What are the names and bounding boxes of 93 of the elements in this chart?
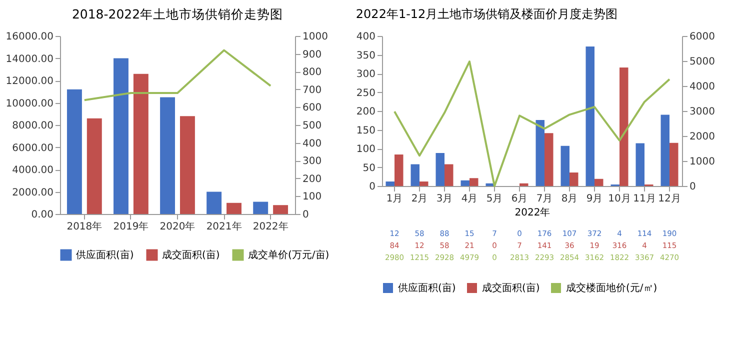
y2-tick-label: 900 — [302, 49, 322, 60]
bar — [394, 154, 404, 186]
y-tick-label: 0.00 — [31, 210, 54, 220]
y-tick-label: 6000.00 — [12, 142, 54, 154]
legend-label: 供应面积(亩) — [76, 249, 134, 261]
y2-tick-label: 700 — [302, 84, 322, 96]
y-tick-label: 2000.00 — [12, 187, 54, 198]
bar — [620, 68, 628, 186]
y-tick-label: 200 — [356, 106, 376, 118]
y2-tick-label: 3000 — [690, 106, 715, 118]
bar — [470, 178, 478, 186]
legend-label: 成交单价(万元/亩) — [248, 249, 330, 261]
bar — [670, 142, 678, 186]
x-tick-label: 2月 — [411, 194, 428, 204]
y-tick-label: 8000.00 — [12, 120, 54, 132]
y-tick-label: 4000.00 — [12, 165, 54, 176]
y-tick-label: 150 — [356, 125, 376, 136]
bar — [660, 114, 670, 186]
x-tick-label: 11月 — [633, 194, 656, 204]
bar — [560, 146, 570, 186]
y-tick-label: 14000.00 — [6, 54, 54, 65]
legend-label: 成交楼面地价(元/㎡) — [566, 282, 658, 294]
bar — [536, 120, 544, 186]
y2-tick-label: 6000 — [690, 32, 715, 42]
y-tick-label: 0 — [369, 182, 376, 192]
y2-tick-label: 800 — [302, 67, 322, 78]
y2-tick-label: 2000 — [690, 132, 715, 142]
y-tick-label: 100 — [356, 144, 376, 155]
bar — [410, 164, 420, 186]
bar — [253, 202, 268, 214]
chart-title: 2022年1-12月土地市场供销及楼面价月度走势图 — [356, 7, 618, 21]
bar — [594, 178, 604, 186]
y2-tick-label: 400 — [302, 138, 322, 150]
bar — [586, 46, 594, 186]
x-tick-label: 2019年 — [113, 220, 149, 232]
line-series — [83, 49, 272, 102]
y-tick-label: 16000.00 — [6, 32, 54, 42]
bar — [544, 133, 554, 186]
x-tick-label: 6月 — [511, 194, 528, 204]
y2-tick-label: 1000 — [690, 156, 715, 168]
y2-tick-label: 5000 — [690, 56, 715, 68]
bar — [180, 116, 195, 214]
x-tick-label: 4月 — [461, 194, 478, 204]
bar — [444, 164, 454, 186]
bar — [114, 58, 128, 214]
y-tick-label: 250 — [356, 88, 376, 99]
bar — [160, 97, 176, 214]
y-tick-label: 350 — [356, 50, 376, 62]
bar — [570, 172, 578, 186]
y-tick-label: 300 — [356, 69, 376, 80]
x-tick-label: 2020年 — [160, 220, 196, 232]
y2-tick-label: 1000 — [302, 32, 328, 42]
bar — [273, 205, 288, 214]
y2-tick-label: 4000 — [690, 82, 715, 92]
bar — [636, 143, 644, 186]
y2-tick-label: 0 — [302, 210, 309, 220]
x-tick-label: 2021年 — [206, 220, 242, 232]
y2-tick-label: 500 — [302, 120, 322, 132]
bar — [66, 89, 82, 214]
bar — [86, 118, 102, 214]
bar — [420, 182, 428, 186]
legend-label: 成交面积(亩) — [162, 249, 220, 261]
x-tick-label: 2018年 — [66, 220, 102, 232]
bar — [520, 183, 528, 186]
y2-tick-label: 600 — [302, 102, 322, 114]
bar — [133, 74, 148, 214]
y2-tick-label: 0 — [690, 182, 696, 192]
x-tick-label: 1月 — [386, 194, 403, 204]
y2-tick-label: 200 — [302, 174, 322, 185]
bar — [460, 180, 470, 186]
y2-tick-label: 100 — [302, 192, 322, 203]
x-tick-label: 7月 — [536, 194, 553, 204]
x-tick-label: 5月 — [486, 194, 503, 204]
line-series — [394, 60, 670, 187]
bar — [226, 202, 242, 214]
legend-label: 供应面积(亩) — [398, 282, 456, 294]
x-tick-label: 8月 — [561, 194, 578, 204]
x-tick-label: 3月 — [436, 194, 453, 204]
bar — [206, 192, 222, 214]
y-tick-label: 50 — [362, 162, 376, 174]
x-tick-label: 10月 — [608, 194, 631, 204]
chart-title: 2018-2022年土地市场供销价走势图 — [72, 6, 284, 22]
legend-label: 成交面积(亩) — [482, 282, 540, 294]
y2-tick-label: 300 — [302, 156, 322, 168]
x-tick-label: 12月 — [658, 194, 681, 204]
y-tick-label: 400 — [356, 32, 376, 42]
x-tick-label: 9月 — [586, 194, 603, 204]
bar — [436, 153, 444, 186]
x-tick-label: 2022年 — [252, 220, 288, 232]
bar — [386, 182, 394, 186]
x-axis-title: 2022年 — [514, 206, 550, 218]
y-tick-label: 10000.00 — [6, 98, 54, 110]
y-tick-label: 12000.00 — [6, 76, 54, 87]
